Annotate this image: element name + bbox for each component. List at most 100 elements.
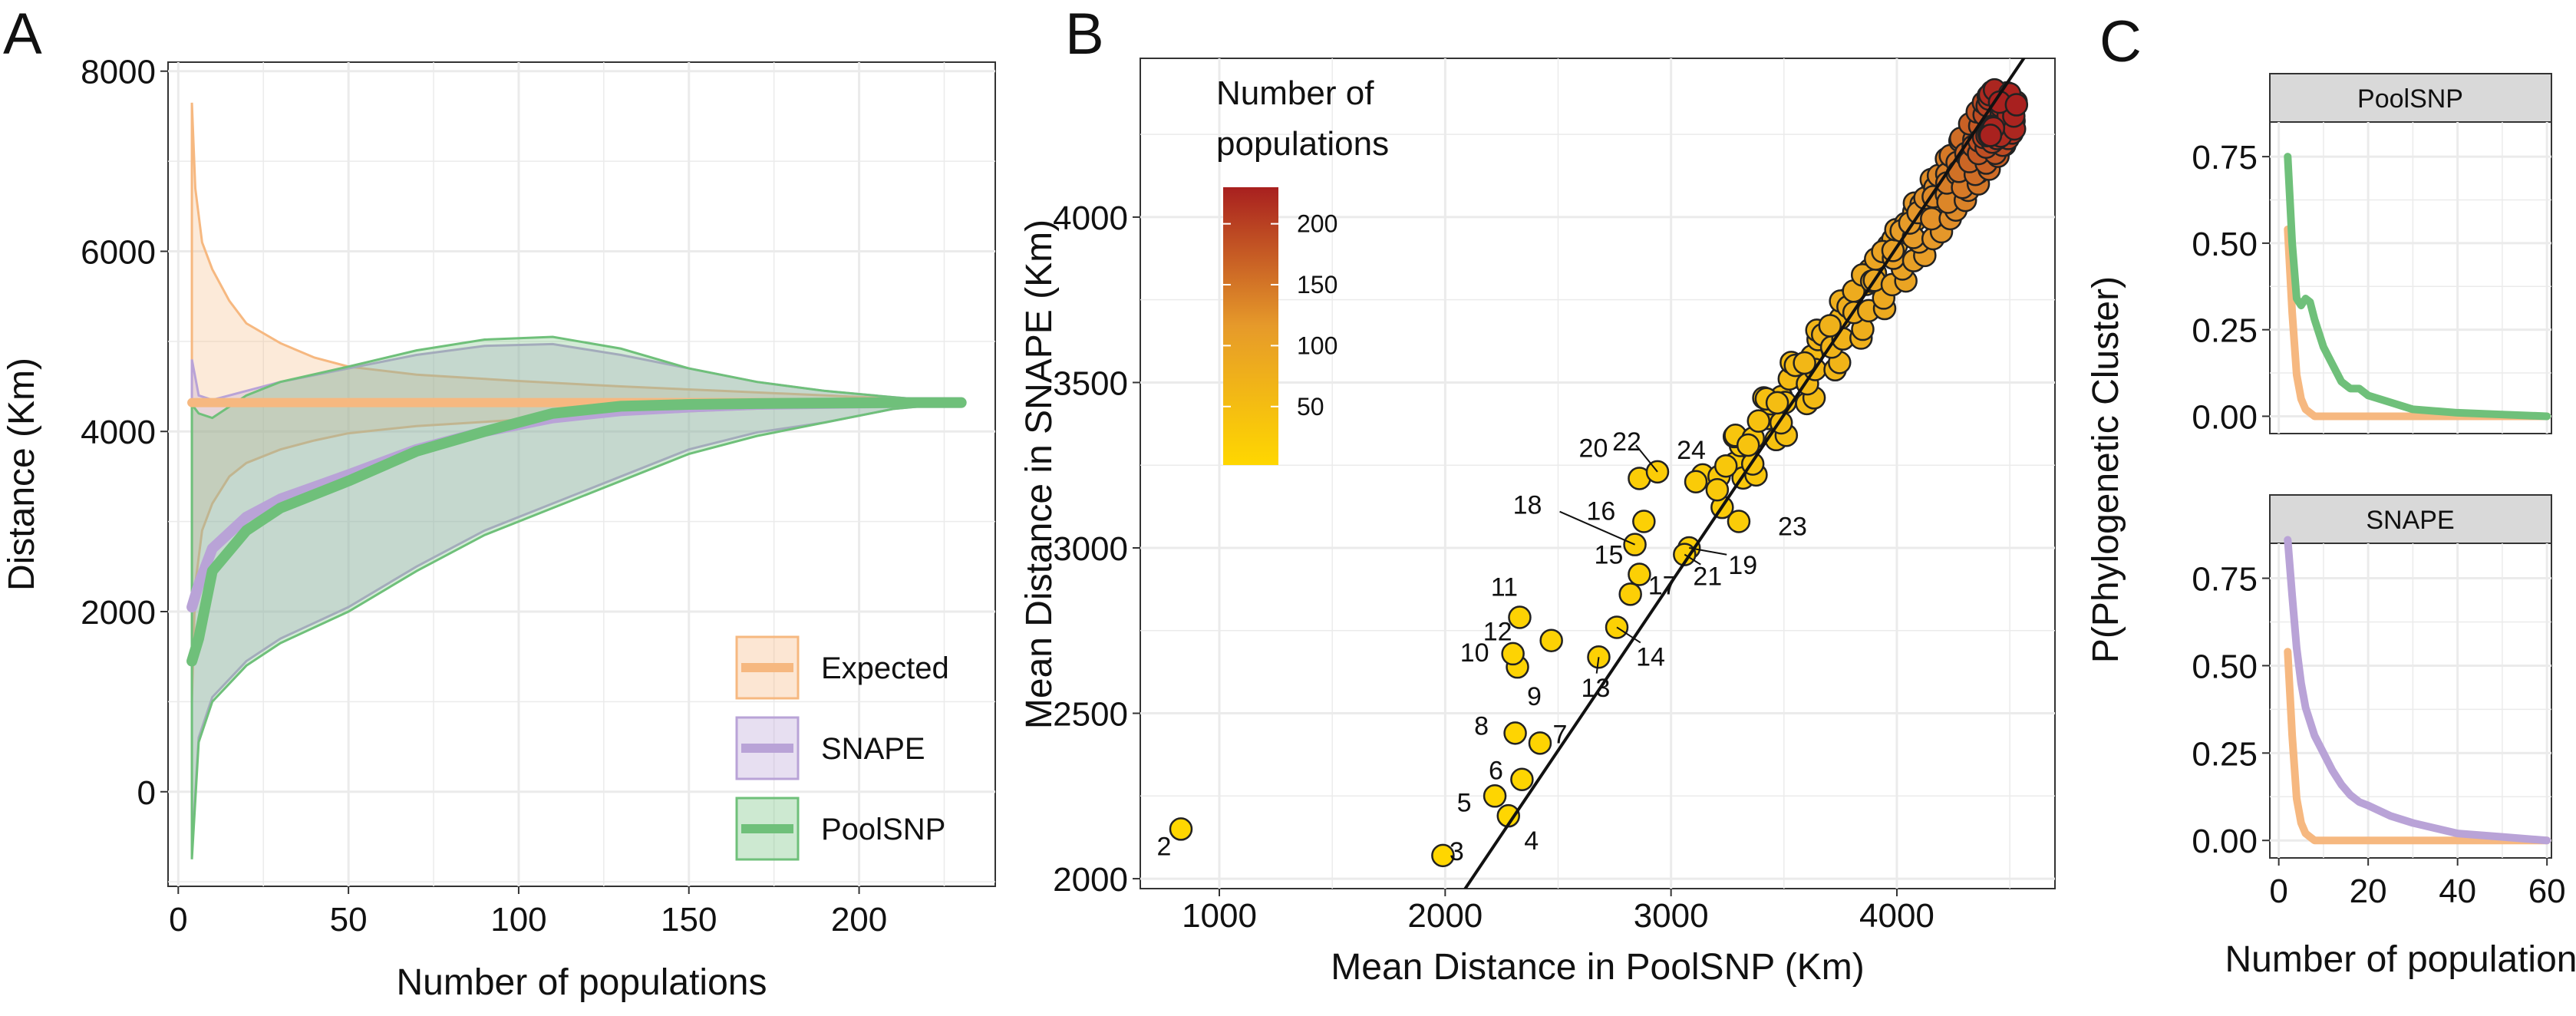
panel-c-x-ticks: 0 20 40 60 <box>2269 858 2566 910</box>
panel-c-x-axis-title: Number of populations <box>2225 939 2576 980</box>
point-label-19: 19 <box>1728 551 1757 580</box>
panel-b-x-axis-title: Mean Distance in PoolSNP (Km) <box>1331 947 1864 988</box>
scatter-point <box>1978 124 2003 147</box>
point-label-13: 13 <box>1582 674 1611 703</box>
scatter-point <box>1736 433 1760 457</box>
panel-c-x-tick-label: 60 <box>2528 873 2566 910</box>
panel-c-y-tick-label: 0.50 <box>2192 648 2258 685</box>
panel-c-y-tick-label: 0.00 <box>2192 398 2258 436</box>
scatter-point-n3 <box>1431 843 1455 868</box>
point-label-17: 17 <box>1648 571 1677 600</box>
point-label-20: 20 <box>1579 434 1608 463</box>
scatter-point-n5 <box>1483 784 1507 808</box>
legend-item-poolsnp: PoolSNP <box>735 797 945 861</box>
panel-a-y-tick-label: 2000 <box>81 594 156 632</box>
panel-a-legend: Expected SNAPE PoolSNP <box>735 635 949 861</box>
scatter-point-n12 <box>1539 628 1563 652</box>
panel-letter-c: C <box>2099 9 2142 74</box>
point-label-23: 23 <box>1778 513 1807 542</box>
panel-c: PoolSNP SNAPE 0.000.250.500.750.000.250.… <box>2086 73 2576 980</box>
scatter-point-n2 <box>1169 817 1193 841</box>
panel-letter-a: A <box>3 2 42 67</box>
panel-c-y-tick-label: 0.25 <box>2192 735 2258 773</box>
colorbar-tick-label: 200 <box>1297 210 1337 238</box>
facet-strip-snape <box>2269 494 2552 544</box>
panel-b-y-tick-label: 3500 <box>1053 365 1128 402</box>
panel-c-line-poolsnp <box>2284 225 2551 421</box>
panel-a-y-tick-label: 0 <box>137 774 156 812</box>
panel-a: 0 50 100 150 200 0 2000 4000 6000 8000 Number of… <box>2 54 996 1003</box>
panel-a-x-tick-label: 150 <box>661 901 717 938</box>
panel-c-x-tick-label: 0 <box>2269 873 2287 910</box>
panel-b-y-tick-label: 4000 <box>1053 200 1128 237</box>
point-label-16: 16 <box>1586 497 1615 526</box>
panel-c-line-snape <box>2284 648 2551 845</box>
scatter-point <box>1765 391 1789 415</box>
scatter-point-n10 <box>1501 642 1525 666</box>
label-leader-21 <box>1684 553 1701 566</box>
panel-a-x-tick-label: 0 <box>169 901 187 938</box>
facet-strip-label-poolsnp: PoolSNP <box>2357 84 2463 114</box>
label-leader-22 <box>1635 444 1658 473</box>
panel-b-x-tick-label: 2000 <box>1407 897 1483 935</box>
colorbar-ticks: 50 100 150 200 <box>1223 210 1337 421</box>
legend-label-snape: SNAPE <box>821 732 925 766</box>
panel-c-y-tick-label: 0.25 <box>2192 312 2258 350</box>
panel-c-y-tick-label: 0.50 <box>2192 226 2258 263</box>
point-label-2: 2 <box>1157 832 1172 861</box>
panel-a-x-tick-label: 50 <box>330 901 368 938</box>
panel-b-x-tick-label: 3000 <box>1634 897 1709 935</box>
legend-item-expected: Expected <box>735 635 949 700</box>
colorbar-title-line1: Number of <box>1216 74 1374 112</box>
label-leader-18 <box>1559 510 1635 546</box>
colorbar-tick-label: 50 <box>1297 393 1324 421</box>
panel-c-y-tick-label: 0.75 <box>2192 561 2258 599</box>
facet-plot-snape <box>2269 543 2552 859</box>
scatter-point <box>2004 93 2029 117</box>
colorbar-tick-label: 100 <box>1297 332 1337 359</box>
panel-a-x-tick-label: 100 <box>490 901 546 938</box>
panel-a-x-axis-title: Number of populations <box>397 962 767 1003</box>
panel-a-grid <box>168 62 995 886</box>
label-leader-14 <box>1616 626 1641 644</box>
scatter-point-n15 <box>1628 562 1651 586</box>
facet-plot-poolsnp <box>2269 121 2552 434</box>
panel-a-y-ticks: 0 2000 4000 6000 8000 <box>81 54 168 812</box>
panel-c-y-tick-label: 0.75 <box>2192 139 2258 176</box>
panel-a-y-tick-label: 8000 <box>81 54 156 91</box>
colorbar-tick-label: 150 <box>1297 271 1337 299</box>
point-label-21: 21 <box>1693 562 1722 592</box>
panel-b-x-tick-label: 1000 <box>1182 897 1257 935</box>
panel-c-lines <box>2284 153 2551 845</box>
scatter-point-n16 <box>1632 510 1656 533</box>
legend-label-expected: Expected <box>821 651 949 685</box>
panel-b-plot-area <box>1140 58 2056 889</box>
scatter-point-n7 <box>1528 731 1552 755</box>
panel-b-fit-line <box>1463 58 2026 889</box>
panel-b-y-tick-label: 3000 <box>1053 530 1128 568</box>
panel-c-line-snape <box>2284 536 2551 845</box>
scatter-point-n6 <box>1510 767 1534 791</box>
panel-a-x-tick-label: 200 <box>831 901 887 938</box>
scatter-point-n8 <box>1503 721 1527 745</box>
point-label-11: 11 <box>1491 573 1518 602</box>
point-label-22: 22 <box>1612 427 1641 457</box>
point-label-15: 15 <box>1595 540 1624 569</box>
panel-b-y-axis-title: Mean Distance in SNAPE (Km) <box>1019 219 1060 729</box>
point-label-7: 7 <box>1552 720 1567 749</box>
legend-item-snape: SNAPE <box>735 716 925 780</box>
panel-c-y-ticks: 0.00 0.25 0.50 0.75 0.00 0.25 0.50 0.75 <box>2192 139 2270 860</box>
panel-b-y-tick-label: 2500 <box>1053 696 1128 734</box>
panel-c-line-poolsnp <box>2284 153 2551 421</box>
colorbar-title-line2: populations <box>1216 125 1389 163</box>
panel-a-plot-area <box>167 61 996 887</box>
point-label-12: 12 <box>1483 618 1512 647</box>
label-leader-13 <box>1595 657 1600 674</box>
panel-a-x-ticks: 0 50 100 150 200 <box>169 886 887 938</box>
panel-a-y-tick-label: 6000 <box>81 233 156 271</box>
colorbar-gradient <box>1223 187 1278 465</box>
panel-b-colorbar: Number of populations 50 100 150 200 <box>1216 74 1389 465</box>
